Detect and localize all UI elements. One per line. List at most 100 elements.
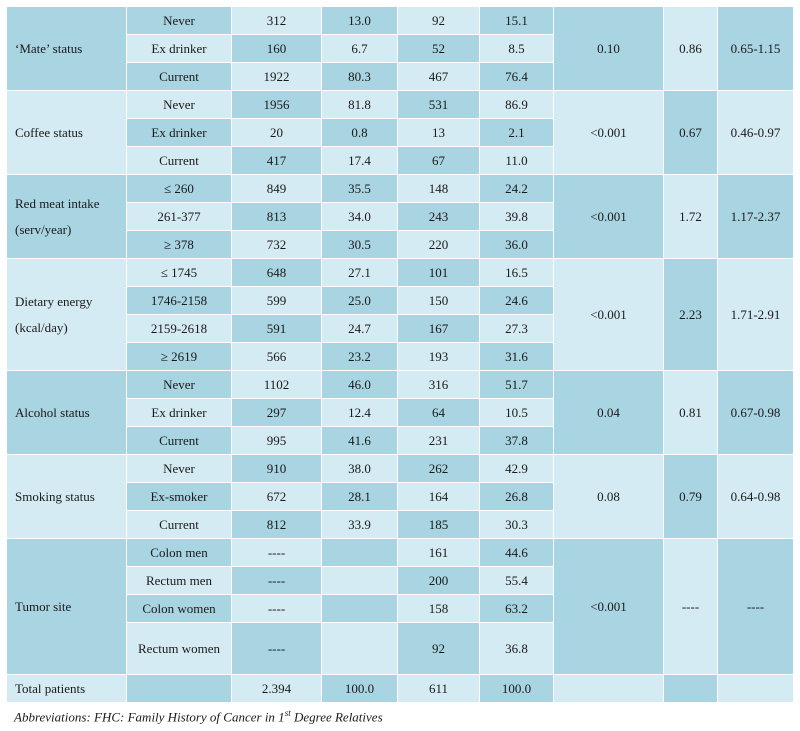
- count-cell: 200: [397, 566, 480, 595]
- total-count-cell: 611: [397, 674, 480, 703]
- group-label-cell: Smoking status: [6, 454, 127, 539]
- percent-cell: 34.0: [321, 202, 398, 231]
- group-label-cell: Dietary energy (kcal/day): [6, 258, 127, 371]
- subgroup-cell: Current: [126, 426, 232, 455]
- count-cell: 13: [397, 118, 480, 147]
- subgroup-cell: Rectum women: [126, 622, 232, 675]
- count-cell: 599: [231, 286, 322, 315]
- count-cell: ----: [231, 566, 322, 595]
- percent-cell: 11.0: [479, 146, 554, 175]
- table-row: Rectum women ---- 92 36.8: [7, 622, 794, 675]
- subgroup-cell: Current: [126, 62, 232, 91]
- confidence-interval-cell: 0.64-0.98: [717, 454, 794, 539]
- count-cell: 566: [231, 342, 322, 371]
- count-cell: 672: [231, 482, 322, 511]
- confidence-interval-cell: ----: [717, 538, 794, 675]
- total-row: Total patients 2.394 100.0 611 100.0: [6, 674, 794, 703]
- empty-cell: [663, 674, 718, 703]
- subgroup-cell: ≤ 260: [126, 174, 232, 203]
- empty-cell: [126, 674, 232, 703]
- percent-cell: 26.8: [479, 482, 554, 511]
- odds-ratio-cell: 0.81: [663, 370, 718, 455]
- count-cell: 467: [397, 62, 480, 91]
- confidence-interval-cell: 1.71-2.91: [717, 258, 794, 371]
- percent-cell: [321, 622, 398, 675]
- count-cell: ----: [231, 538, 322, 567]
- count-cell: 849: [231, 174, 322, 203]
- percent-cell: 36.0: [479, 230, 554, 259]
- count-cell: 164: [397, 482, 480, 511]
- count-cell: 160: [231, 34, 322, 63]
- table-row: Current 417 17.4 67 11.0: [7, 146, 794, 175]
- p-value-cell: 0.04: [553, 370, 664, 455]
- percent-cell: 81.8: [321, 90, 398, 119]
- odds-ratio-cell: 0.79: [663, 454, 718, 539]
- count-cell: 92: [397, 6, 480, 35]
- table-row: 261-377 813 34.0 243 39.8: [7, 202, 794, 231]
- count-cell: 995: [231, 426, 322, 455]
- table-row: Current 1922 80.3 467 76.4: [7, 62, 794, 91]
- group-label-cell: ‘Mate’ status: [6, 6, 127, 91]
- count-cell: 591: [231, 314, 322, 343]
- percent-cell: 17.4: [321, 146, 398, 175]
- footnote-prefix: Abbreviations: FHC: Family History of Ca…: [14, 709, 285, 725]
- subgroup-cell: 2159-2618: [126, 314, 232, 343]
- table-row: Alcohol status Never 1102 46.0 316 51.7 0.04 0.…: [6, 370, 794, 455]
- percent-cell: 86.9: [479, 90, 554, 119]
- subgroup-cell: Colon women: [126, 594, 232, 623]
- count-cell: 531: [397, 90, 480, 119]
- subgroup-cell: Ex drinker: [126, 118, 232, 147]
- percent-cell: 44.6: [479, 538, 554, 567]
- group-label-cell: Tumor site: [6, 538, 127, 675]
- percent-cell: 23.2: [321, 342, 398, 371]
- confidence-interval-cell: 0.67-0.98: [717, 370, 794, 455]
- percent-cell: 33.9: [321, 510, 398, 539]
- percent-cell: [321, 566, 398, 595]
- subgroup-cell: Colon men: [126, 538, 232, 567]
- count-cell: 312: [231, 6, 322, 35]
- total-percent-cell: 100.0: [479, 674, 554, 703]
- percent-cell: 15.1: [479, 6, 554, 35]
- subgroup-cell: ≤ 1745: [126, 258, 232, 287]
- confidence-interval-cell: 0.46-0.97: [717, 90, 794, 175]
- percent-cell: 36.8: [479, 622, 554, 675]
- count-cell: 812: [231, 510, 322, 539]
- total-count-cell: 2.394: [231, 674, 322, 703]
- table-row: Ex-smoker 672 28.1 164 26.8: [7, 482, 794, 511]
- count-cell: 648: [231, 258, 322, 287]
- subgroup-cell: Ex drinker: [126, 34, 232, 63]
- count-cell: 262: [397, 454, 480, 483]
- table-row: Ex drinker 297 12.4 64 10.5: [7, 398, 794, 427]
- count-cell: 20: [231, 118, 322, 147]
- count-cell: 92: [397, 622, 480, 675]
- group-label-cell: Alcohol status: [6, 370, 127, 455]
- table-row: Red meat intake (serv/year) ≤ 260 849 35.5 1…: [6, 174, 794, 259]
- subgroup-cell: Never: [126, 370, 232, 399]
- percent-cell: 10.5: [479, 398, 554, 427]
- table-row: Coffee status Never 1956 81.8 531 86.9 <0.001 0…: [6, 90, 794, 175]
- percent-cell: 13.0: [321, 6, 398, 35]
- count-cell: ----: [231, 594, 322, 623]
- percent-cell: 63.2: [479, 594, 554, 623]
- table-row: Ex drinker 20 0.8 13 2.1: [7, 118, 794, 147]
- footnote: Abbreviations: FHC: Family History of Ca…: [14, 708, 383, 725]
- table-row: 2159-2618 591 24.7 167 27.3: [7, 314, 794, 343]
- count-cell: 910: [231, 454, 322, 483]
- subgroup-cell: Current: [126, 510, 232, 539]
- percent-cell: 24.7: [321, 314, 398, 343]
- count-cell: 193: [397, 342, 480, 371]
- subgroup-cell: Never: [126, 6, 232, 35]
- count-cell: 167: [397, 314, 480, 343]
- subgroup-cell: ≥ 378: [126, 230, 232, 259]
- percent-cell: 42.9: [479, 454, 554, 483]
- group-label-cell: Red meat intake (serv/year): [6, 174, 127, 259]
- percent-cell: [321, 538, 398, 567]
- count-cell: 417: [231, 146, 322, 175]
- count-cell: 297: [231, 398, 322, 427]
- percent-cell: 35.5: [321, 174, 398, 203]
- total-label-cell: Total patients: [6, 674, 127, 703]
- p-value-cell: <0.001: [553, 538, 664, 675]
- table-row: Colon women ---- 158 63.2: [7, 594, 794, 623]
- odds-ratio-cell: 2.23: [663, 258, 718, 371]
